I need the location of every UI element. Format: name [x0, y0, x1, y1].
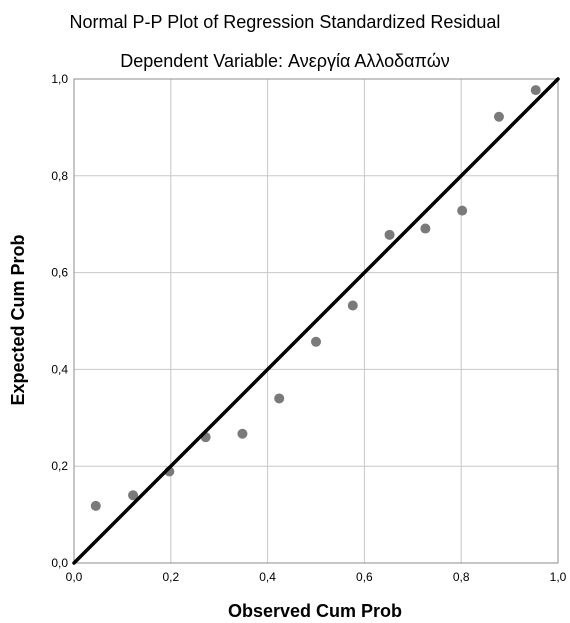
x-tick-label: 1,0 [550, 570, 567, 584]
data-point [90, 500, 101, 511]
x-tick-label: 0,0 [66, 570, 83, 584]
y-tick-label: 1,0 [51, 72, 68, 86]
data-point [420, 223, 431, 234]
data-point [457, 205, 468, 216]
x-tick-label: 0,4 [259, 570, 276, 584]
grid-lines [74, 79, 558, 563]
data-point [128, 490, 139, 501]
reference-line [72, 77, 560, 565]
chart-subtitle: Dependent Variable: Ανεργία Αλλοδαπών [120, 51, 450, 71]
y-axis-label: Expected Cum Prob [8, 234, 28, 405]
data-point [347, 300, 358, 311]
data-point [311, 336, 321, 347]
y-tick-label: 0,8 [51, 169, 68, 183]
data-point [237, 428, 248, 439]
data-point [274, 393, 285, 404]
data-point [384, 229, 395, 240]
y-tick-label: 0,0 [51, 556, 68, 570]
data-point [493, 111, 504, 122]
y-tick-label: 0,6 [51, 266, 68, 280]
plot-frame [73, 78, 559, 564]
x-tick-label: 0,8 [453, 570, 470, 584]
x-axis-label: Observed Cum Prob [228, 601, 402, 621]
data-points [90, 85, 541, 511]
x-tick-label: 0,6 [356, 570, 373, 584]
tick-labels: 0,0 0,2 0,4 0,6 0,8 1,0 0,0 0,2 0,4 0,6 0,8 1,0 [51, 72, 566, 584]
x-tick-label: 0,2 [162, 570, 179, 584]
y-tick-label: 0,2 [51, 459, 68, 473]
data-point [530, 85, 541, 96]
chart-title: Normal P-P Plot of Regression Standardiz… [70, 12, 501, 32]
y-tick-label: 0,4 [51, 362, 68, 376]
